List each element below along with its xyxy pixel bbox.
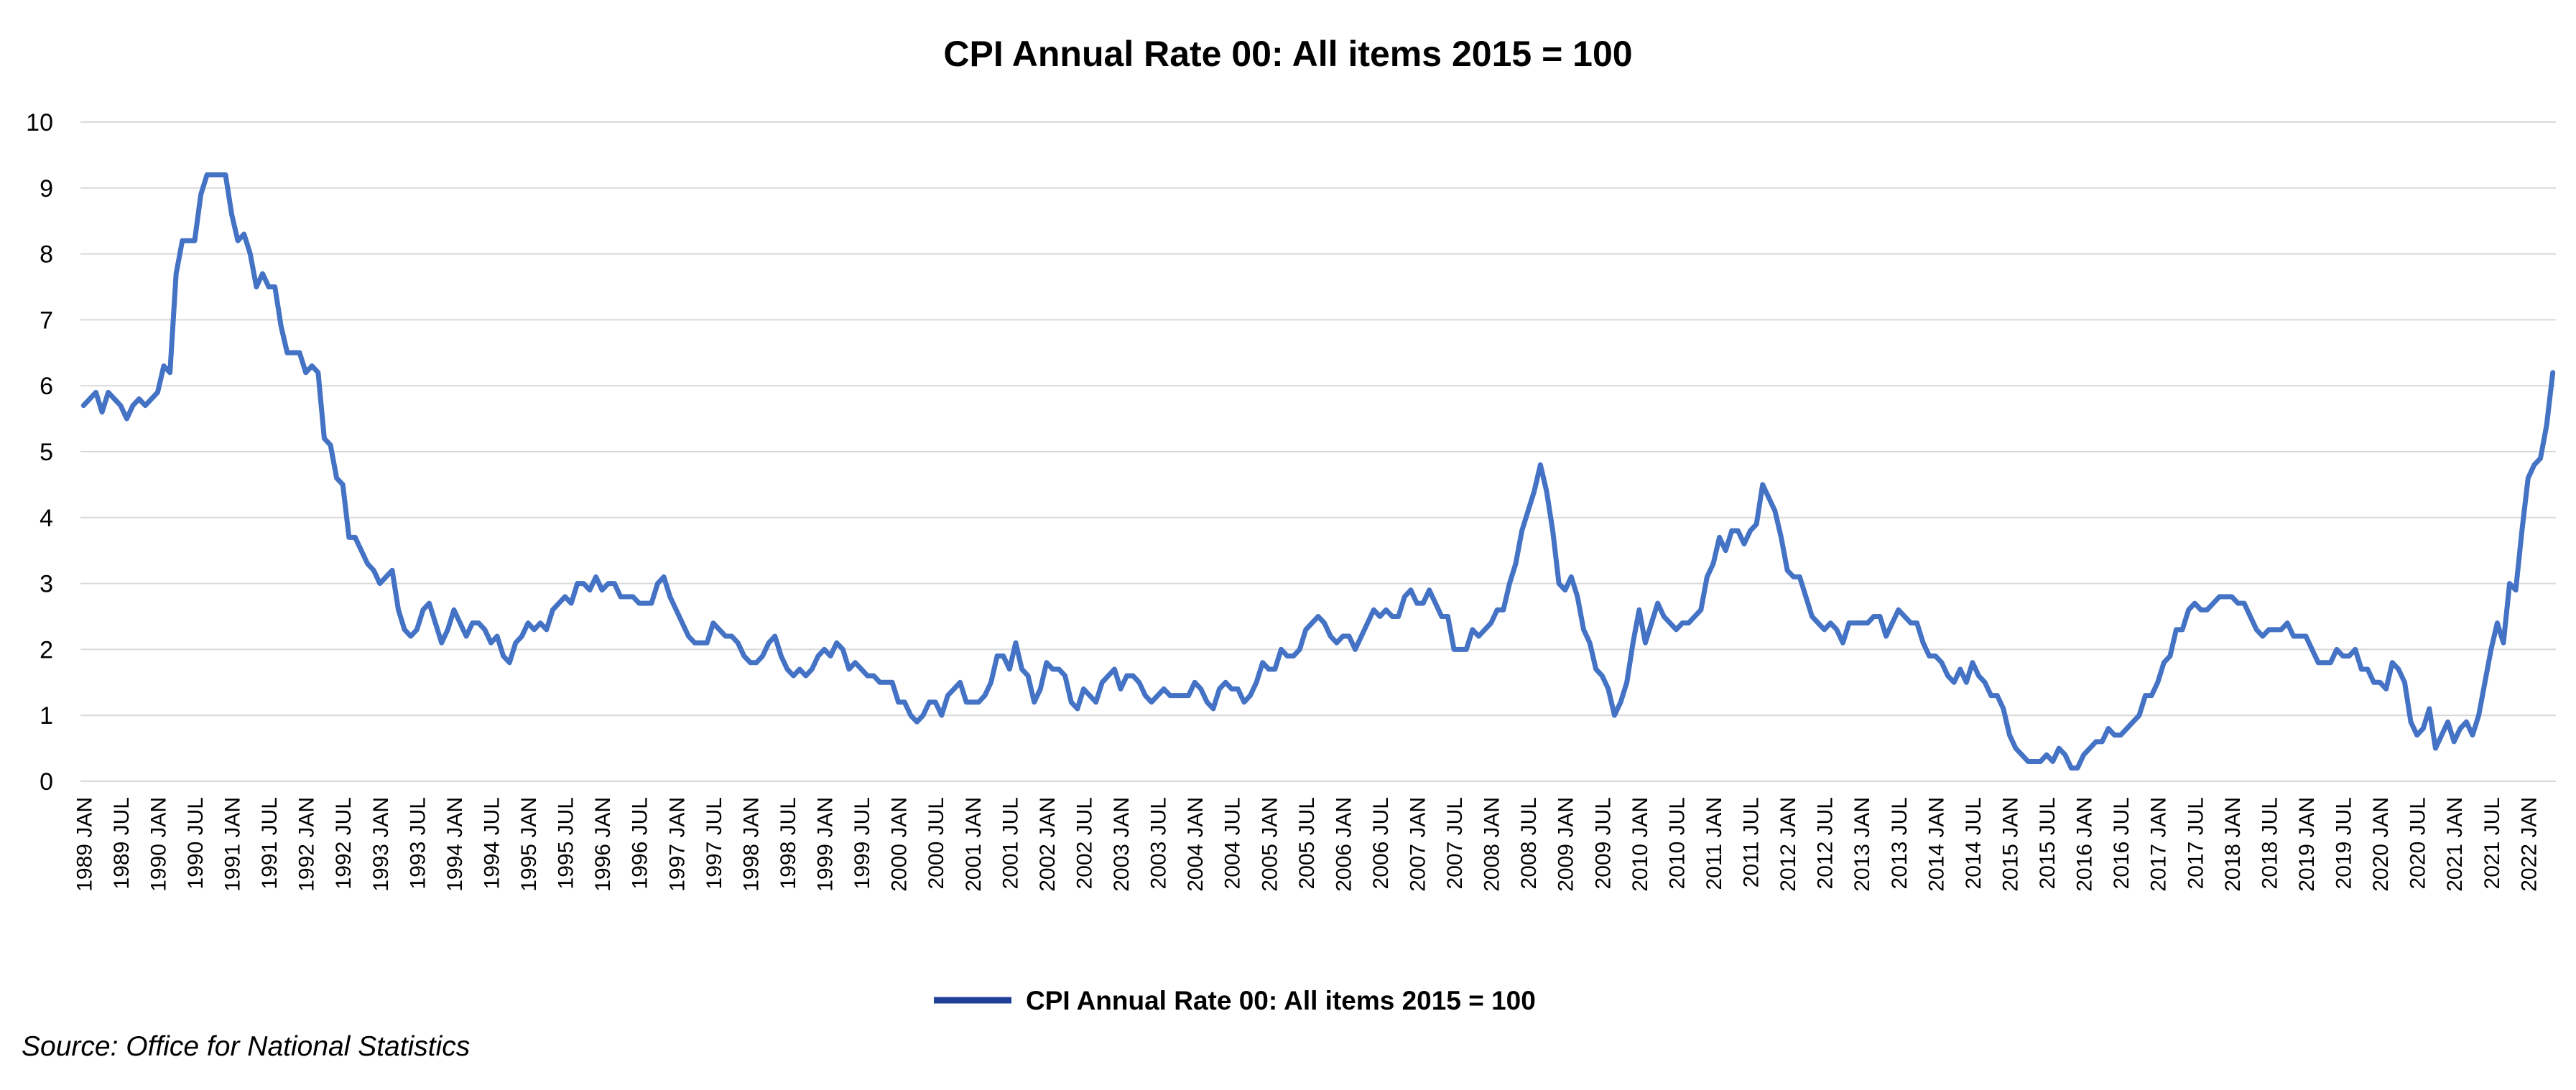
x-tick-label: 1995 JUL — [555, 797, 578, 889]
x-tick-label: 2001 JAN — [962, 797, 986, 892]
x-tick-label: 2017 JUL — [2184, 797, 2207, 889]
legend: CPI Annual Rate 00: All items 2015 = 100 — [934, 986, 1536, 1015]
legend-label: CPI Annual Rate 00: All items 2015 = 100 — [1026, 986, 1536, 1015]
x-tick-label: 1989 JUL — [110, 797, 134, 889]
x-tick-label: 2016 JUL — [2110, 797, 2133, 889]
x-tick-label: 1994 JAN — [443, 797, 467, 892]
x-tick-label: 2011 JAN — [1702, 797, 1726, 890]
gridlines — [80, 121, 2556, 782]
x-tick-label: 2010 JUL — [1665, 797, 1689, 889]
y-tick-label: 7 — [40, 307, 53, 334]
x-tick-label: 1997 JAN — [665, 797, 689, 892]
x-tick-label: 1995 JAN — [517, 797, 541, 892]
x-tick-label: 2013 JUL — [1888, 797, 1912, 889]
y-tick-label: 3 — [40, 571, 53, 598]
x-tick-label: 2019 JAN — [2295, 797, 2319, 892]
x-tick-label: 1996 JUL — [629, 797, 652, 889]
x-tick-label: 2007 JUL — [1443, 797, 1467, 889]
x-tick-label: 2022 JAN — [2517, 797, 2541, 892]
x-tick-label: 2005 JAN — [1258, 797, 1282, 892]
x-tick-label: 2004 JUL — [1221, 797, 1245, 889]
x-tick-label: 2019 JUL — [2332, 797, 2356, 889]
x-tick-label: 1997 JUL — [703, 797, 726, 889]
source-note: Source: Office for National Statistics — [22, 1031, 470, 1062]
x-tick-label: 2000 JAN — [888, 797, 912, 892]
x-tick-label: 2006 JAN — [1332, 797, 1356, 892]
y-tick-label: 0 — [40, 768, 53, 796]
x-tick-label: 2015 JUL — [2036, 797, 2060, 889]
x-tick-label: 2003 JAN — [1110, 797, 1134, 892]
x-tick-label: 1994 JUL — [480, 797, 504, 889]
y-tick-label: 5 — [40, 439, 53, 466]
x-tick-label: 1996 JAN — [591, 797, 615, 892]
x-tick-label: 2015 JAN — [1998, 797, 2022, 892]
x-tick-label: 2009 JAN — [1555, 797, 1578, 892]
series-line-cpi-annual-rate — [80, 172, 2556, 771]
x-tick-label: 1999 JAN — [814, 797, 838, 892]
x-tick-label: 2017 JAN — [2147, 797, 2171, 892]
y-tick-label: 10 — [26, 109, 53, 136]
x-tick-label: 2013 JAN — [1850, 797, 1874, 892]
y-tick-label: 1 — [40, 702, 53, 730]
x-tick-label: 1989 JAN — [73, 797, 96, 892]
x-tick-label: 1998 JAN — [739, 797, 763, 892]
y-tick-label: 2 — [40, 636, 53, 663]
x-tick-label: 2011 JUL — [1740, 797, 1764, 888]
x-tick-label: 2009 JUL — [1591, 797, 1615, 889]
x-tick-label: 2005 JUL — [1295, 797, 1319, 889]
x-tick-label: 2002 JUL — [1072, 797, 1096, 889]
x-axis-tick-labels: 1989 JAN 1989 JUL 1990 JAN 1990 JUL 1991 JAN… — [73, 797, 2541, 892]
y-tick-label: 6 — [40, 373, 53, 400]
x-tick-label: 2006 JUL — [1369, 797, 1393, 889]
x-tick-label: 1991 JUL — [258, 797, 282, 889]
x-tick-label: 2001 JUL — [999, 797, 1022, 889]
x-tick-label: 2020 JUL — [2406, 797, 2430, 889]
series-layer — [80, 172, 2556, 771]
x-tick-label: 2003 JUL — [1147, 797, 1171, 889]
x-tick-label: 2007 JAN — [1406, 797, 1430, 892]
x-tick-label: 1990 JUL — [184, 797, 208, 889]
chart-title: CPI Annual Rate 00: All items 2015 = 100 — [943, 34, 1632, 74]
x-tick-label: 2021 JUL — [2480, 797, 2504, 889]
x-tick-label: 2016 JAN — [2073, 797, 2097, 892]
x-tick-label: 1993 JUL — [406, 797, 430, 889]
y-tick-label: 9 — [40, 175, 53, 202]
x-tick-label: 2012 JUL — [1814, 797, 1838, 889]
x-tick-label: 2020 JAN — [2369, 797, 2393, 892]
x-tick-label: 2018 JAN — [2221, 797, 2245, 892]
x-tick-label: 1999 JUL — [851, 797, 874, 889]
x-tick-label: 1992 JAN — [295, 797, 319, 892]
x-tick-label: 1998 JUL — [777, 797, 800, 889]
y-tick-label: 4 — [40, 505, 53, 532]
x-tick-label: 2012 JAN — [1776, 797, 1800, 892]
x-tick-label: 2018 JUL — [2258, 797, 2281, 889]
x-tick-label: 2014 JUL — [1962, 797, 1986, 889]
x-tick-label: 2010 JAN — [1628, 797, 1652, 892]
x-tick-label: 2002 JAN — [1036, 797, 1060, 892]
x-tick-label: 1993 JAN — [369, 797, 393, 892]
x-tick-label: 2021 JAN — [2443, 797, 2467, 892]
x-tick-label: 2008 JAN — [1481, 797, 1504, 892]
x-tick-label: 1991 JAN — [221, 797, 245, 892]
y-axis-tick-labels: 0 1 2 3 4 5 6 7 8 9 10 — [26, 109, 53, 796]
x-tick-label: 2004 JAN — [1184, 797, 1208, 892]
x-tick-label: 2008 JUL — [1517, 797, 1541, 889]
x-tick-label: 1990 JAN — [147, 797, 170, 892]
x-tick-label: 2000 JUL — [925, 797, 948, 889]
x-tick-label: 1992 JUL — [332, 797, 356, 889]
y-tick-label: 8 — [40, 241, 53, 269]
x-tick-label: 2014 JAN — [1924, 797, 1948, 892]
